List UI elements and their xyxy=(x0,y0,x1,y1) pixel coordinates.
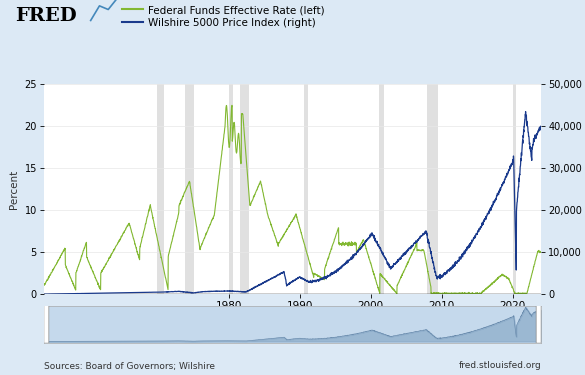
FancyBboxPatch shape xyxy=(536,306,541,343)
Text: fred.stlouisfed.org: fred.stlouisfed.org xyxy=(459,362,541,370)
Bar xyxy=(304,84,308,294)
Bar xyxy=(427,84,438,294)
Bar xyxy=(157,84,164,294)
FancyBboxPatch shape xyxy=(44,306,49,343)
Bar xyxy=(514,84,517,294)
Legend: Federal Funds Effective Rate (left), Wilshire 5000 Price Index (right): Federal Funds Effective Rate (left), Wil… xyxy=(122,5,325,28)
Bar xyxy=(379,84,384,294)
Y-axis label: Percent: Percent xyxy=(9,170,19,209)
Text: FRED: FRED xyxy=(15,8,77,26)
Bar xyxy=(240,84,249,294)
Bar xyxy=(185,84,194,294)
Text: Sources: Board of Governors; Wilshire: Sources: Board of Governors; Wilshire xyxy=(44,362,215,370)
Bar xyxy=(229,84,233,294)
